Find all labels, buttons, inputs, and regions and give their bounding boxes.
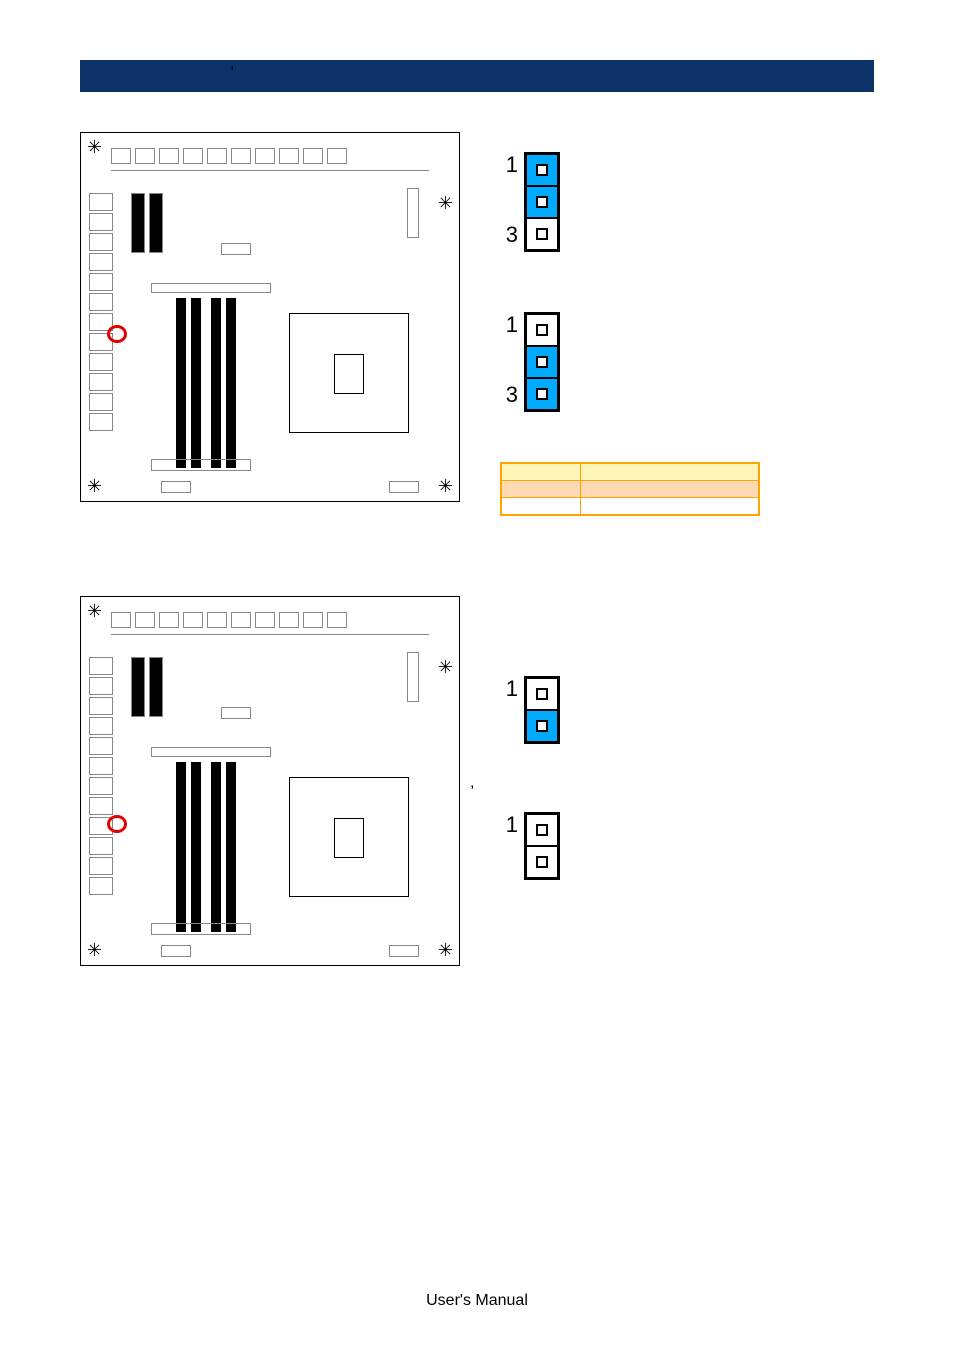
footer: User's Manual xyxy=(0,1292,954,1310)
bottom-connector xyxy=(161,945,191,957)
pin-label: 1 xyxy=(500,812,518,838)
jumper-highlight-circle xyxy=(107,815,127,833)
mounting-hole-icon: ✳ xyxy=(87,601,102,622)
mounting-hole-icon: ✳ xyxy=(438,657,453,678)
pin-label: 1 xyxy=(500,152,518,178)
bottom-connector xyxy=(389,481,419,493)
slot-edge xyxy=(151,459,251,471)
left-connector-column xyxy=(89,657,113,905)
dimm-slot xyxy=(226,298,236,468)
pin-diagram-2a: 1 xyxy=(500,676,560,744)
section-1: ✳ ✳ ✳ ✳ xyxy=(80,132,874,516)
table-cell xyxy=(580,481,759,498)
table-row xyxy=(501,498,759,516)
pin-3 xyxy=(526,218,558,250)
chip-block xyxy=(131,657,145,717)
pin-diagram-1a: 1 3 xyxy=(500,152,560,252)
left-connector-column xyxy=(89,193,113,441)
pin-1 xyxy=(526,678,558,710)
mounting-hole-icon: ✳ xyxy=(438,476,453,497)
dimm-slot xyxy=(211,298,221,468)
small-connector xyxy=(221,243,251,255)
chip-block xyxy=(131,193,145,253)
mounting-hole-icon: ✳ xyxy=(438,193,453,214)
cpu-socket xyxy=(289,777,409,897)
mounting-hole-icon: ✳ xyxy=(87,940,102,961)
cpu-socket xyxy=(289,313,409,433)
section-2-right: 1 , 1 xyxy=(500,596,874,890)
header-bar xyxy=(80,60,874,92)
pin-1 xyxy=(526,814,558,846)
mounting-hole-icon: ✳ xyxy=(87,137,102,158)
pin-diagram-1b: 1 3 xyxy=(500,312,560,412)
pin-1 xyxy=(526,154,558,186)
dimm-slot xyxy=(211,762,221,932)
table-row xyxy=(501,481,759,498)
bottom-connector xyxy=(161,481,191,493)
section-2: ✳ ✳ ✳ ✳ xyxy=(80,596,874,966)
pin-2 xyxy=(526,710,558,742)
small-connector xyxy=(407,652,419,702)
pin-3 xyxy=(526,378,558,410)
stray-apostrophe-mid: , xyxy=(470,774,474,792)
footer-text: User's Manual xyxy=(426,1292,528,1309)
chip-block xyxy=(149,657,163,717)
jumper-highlight-circle xyxy=(107,325,127,343)
pin-2 xyxy=(526,346,558,378)
table-cell xyxy=(501,463,580,481)
top-connector-row xyxy=(111,605,429,635)
pin-2 xyxy=(526,846,558,878)
small-connector xyxy=(221,707,251,719)
table-row xyxy=(501,463,759,481)
table-cell xyxy=(580,463,759,481)
jumper-info-table xyxy=(500,462,760,516)
pin-label: 3 xyxy=(500,382,518,408)
section-1-right: 1 3 1 3 xyxy=(500,132,874,516)
chip-block xyxy=(149,193,163,253)
slot-edge xyxy=(151,923,251,935)
pin-1 xyxy=(526,314,558,346)
slot-edge xyxy=(151,747,271,757)
stray-apostrophe-top: , xyxy=(230,55,234,73)
dimm-slot xyxy=(191,762,201,932)
table-cell xyxy=(501,498,580,516)
table-cell xyxy=(580,498,759,516)
slot-edge xyxy=(151,283,271,293)
small-connector xyxy=(407,188,419,238)
table-cell xyxy=(501,481,580,498)
board-diagram-1: ✳ ✳ ✳ ✳ xyxy=(80,132,460,502)
mounting-hole-icon: ✳ xyxy=(438,940,453,961)
pin-2 xyxy=(526,186,558,218)
pin-label: 1 xyxy=(500,676,518,702)
mounting-hole-icon: ✳ xyxy=(87,476,102,497)
dimm-slot xyxy=(176,298,186,468)
bottom-connector xyxy=(389,945,419,957)
pin-label: 3 xyxy=(500,222,518,248)
dimm-slot xyxy=(176,762,186,932)
top-connector-row xyxy=(111,141,429,171)
dimm-slot xyxy=(191,298,201,468)
pin-diagram-2b: 1 xyxy=(500,812,560,880)
pin-label: 1 xyxy=(500,312,518,338)
board-diagram-2: ✳ ✳ ✳ ✳ xyxy=(80,596,460,966)
dimm-slot xyxy=(226,762,236,932)
